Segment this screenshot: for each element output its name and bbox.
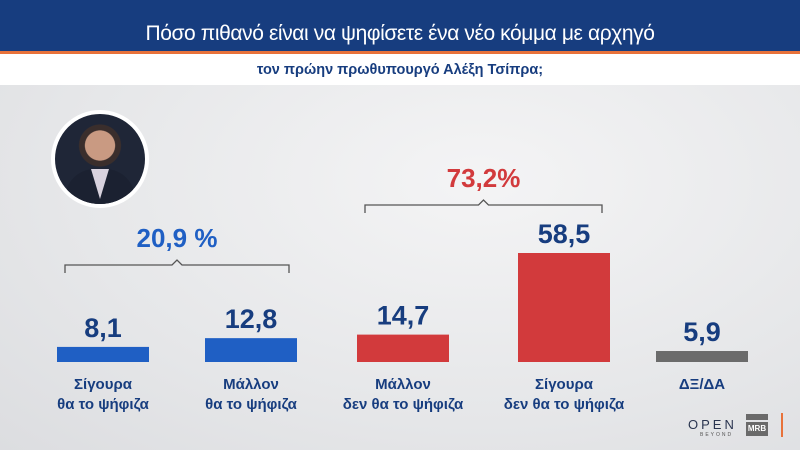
bar: [205, 338, 297, 362]
bar: [656, 351, 748, 362]
data-label: 5,9: [683, 317, 721, 347]
category-label: θα το ψήφιζα: [57, 396, 150, 413]
category-label: Σίγουρα: [74, 376, 133, 393]
chart-subtitle: τον πρώην πρωθυπουργό Αλέξη Τσίπρα;: [0, 54, 800, 85]
group-total-label: 73,2%: [447, 163, 521, 193]
category-label: Σίγουρα: [535, 376, 594, 393]
mrb-logo: MRB: [746, 414, 768, 436]
category-label: δεν θα το ψήφιζα: [343, 396, 464, 413]
open-beyond-logo: BEYOND: [700, 432, 734, 438]
open-logo: OPEN: [688, 417, 737, 432]
data-label: 14,7: [377, 301, 430, 331]
accent-mark: [781, 413, 783, 437]
group-bracket: [64, 259, 290, 273]
bar: [357, 334, 449, 362]
data-label: 12,8: [225, 304, 278, 334]
data-label: 58,5: [538, 219, 591, 249]
bar: [57, 346, 149, 362]
politician-photo: [51, 110, 149, 208]
category-label: Μάλλον: [375, 376, 431, 393]
accent-line: [0, 51, 800, 54]
header-band: Πόσο πιθανό είναι να ψηφίσετε ένα νέο κό…: [0, 0, 800, 51]
group-bracket: [364, 199, 603, 213]
bar: [518, 253, 610, 362]
category-label: ΔΞ/ΔΑ: [679, 376, 725, 393]
category-label: θα το ψήφιζα: [205, 396, 298, 413]
group-total-label: 20,9 %: [137, 223, 218, 253]
chart-title: Πόσο πιθανό είναι να ψηφίσετε ένα νέο κό…: [145, 22, 655, 45]
data-label: 8,1: [84, 313, 122, 343]
category-label: Μάλλον: [223, 376, 279, 393]
category-label: δεν θα το ψήφιζα: [504, 396, 625, 413]
